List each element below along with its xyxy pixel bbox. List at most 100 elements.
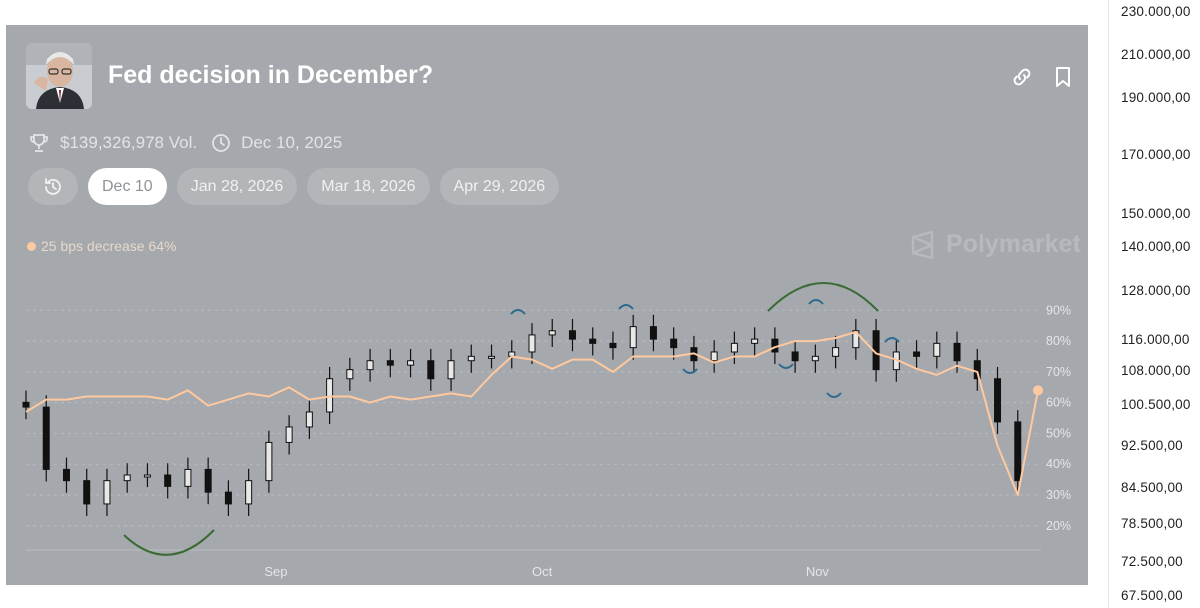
history-tab[interactable] [28, 168, 78, 205]
candle [649, 314, 657, 352]
candle [488, 344, 496, 369]
candle [811, 344, 819, 373]
candle [143, 463, 151, 488]
candle [42, 395, 50, 482]
pattern-curve-bottom [123, 529, 215, 556]
candle [366, 348, 374, 382]
btc-tick-label: 92.500,00 [1121, 438, 1183, 453]
candle [973, 348, 981, 391]
btc-tick-label: 170.000,00 [1121, 147, 1191, 162]
btc-tick-label: 108.000,00 [1121, 363, 1191, 378]
candle [913, 340, 921, 369]
candle [609, 331, 617, 360]
probability-line [25, 330, 1039, 496]
candle [245, 468, 253, 517]
pct-tick-label: 20% [1046, 519, 1071, 533]
brand-name: Polymarket [946, 230, 1081, 258]
chart-legend: 25 bps decrease 64% [27, 238, 176, 254]
candle [123, 463, 131, 493]
volume-text: $139,326,978 Vol. [60, 133, 198, 152]
pct-tick-label: 80% [1046, 334, 1071, 348]
candle [346, 357, 354, 391]
month-tick-label: Nov [806, 564, 830, 579]
marker-arc [808, 299, 824, 305]
pct-tick-label: 50% [1046, 426, 1071, 440]
link-icon[interactable] [1010, 65, 1034, 89]
btc-tick-label: 100.500,00 [1121, 397, 1191, 412]
trophy-icon [30, 134, 48, 152]
candle [629, 314, 637, 360]
btc-tick-label: 140.000,00 [1121, 239, 1191, 254]
btc-tick-label: 67.500,00 [1121, 588, 1183, 603]
candle [1014, 410, 1022, 493]
btc-tick-label: 116.000,00 [1121, 332, 1190, 347]
btc-candles [22, 314, 1022, 517]
candle [386, 348, 394, 378]
pct-tick-label: 70% [1046, 365, 1071, 379]
btc-tick-label: 230.000,00 [1121, 4, 1191, 19]
month-tick-label: Oct [532, 564, 553, 579]
chart-area: 20% 30% 40% 50% 60% 70% 80% 90% Sep Oct Nov [22, 282, 1071, 579]
candle [528, 323, 536, 365]
clock-icon [212, 134, 230, 152]
pct-tick-label: 40% [1046, 457, 1071, 471]
candle [184, 457, 192, 499]
marker-arc [778, 363, 794, 369]
month-tick-label: Sep [264, 564, 287, 579]
bookmark-icon[interactable] [1051, 65, 1075, 89]
candle [832, 335, 840, 369]
candle [164, 463, 172, 499]
candle [447, 348, 455, 391]
end-date-text: Dec 10, 2025 [241, 133, 343, 152]
candle [710, 340, 718, 373]
btc-tick-label: 72.500,00 [1121, 554, 1183, 569]
tab-apr-29-2026[interactable]: Apr 29, 2026 [439, 168, 560, 205]
volume-stat: $139,326,978 Vol. [28, 132, 197, 154]
page-title: Fed decision in December? [108, 61, 434, 89]
candle [589, 327, 597, 356]
btc-tick-label: 210.000,00 [1121, 47, 1191, 62]
candle [305, 400, 313, 440]
marker-arc [682, 368, 698, 374]
candle [427, 348, 435, 391]
legend-label: 25 bps decrease 64% [41, 238, 177, 254]
date-tabs: Dec 10 Jan 28, 2026 Mar 18, 2026 Apr 29,… [28, 168, 569, 205]
marker-arc [510, 309, 526, 315]
tab-dec-10[interactable]: Dec 10 [88, 168, 167, 205]
candle [204, 457, 212, 505]
history-icon [45, 177, 61, 195]
pct-tick-label: 60% [1046, 396, 1071, 410]
candle [407, 348, 415, 378]
candle [508, 340, 516, 369]
btc-price-axis: 230.000,00 210.000,00 190.000,00 170.000,00… [1108, 0, 1200, 608]
portrait-photo-icon [26, 43, 92, 109]
probability-endpoint [1033, 385, 1043, 396]
candle [285, 415, 293, 455]
candle [933, 331, 941, 369]
btc-tick-label: 84.500,00 [1121, 480, 1183, 495]
candle [22, 390, 30, 420]
candle [751, 327, 759, 356]
candle [265, 430, 273, 493]
candle [103, 468, 111, 517]
marker-arc [618, 304, 634, 310]
candle [548, 318, 556, 348]
candle [224, 480, 232, 517]
candle [791, 340, 799, 373]
candle [62, 457, 70, 493]
tab-jan-28-2026[interactable]: Jan 28, 2026 [176, 168, 298, 205]
market-panel: Fed decision in December? $139,326,97 [6, 25, 1088, 585]
market-meta: $139,326,978 Vol. Dec 10, 2025 [28, 131, 356, 155]
market-avatar [26, 43, 92, 109]
candle [730, 331, 738, 365]
candle [83, 468, 91, 517]
candle [852, 318, 860, 360]
tab-mar-18-2026[interactable]: Mar 18, 2026 [307, 168, 430, 205]
pattern-curve-top [767, 282, 879, 312]
candle [467, 344, 475, 373]
polymarket-logo-icon [911, 230, 934, 259]
end-date-stat: Dec 10, 2025 [211, 133, 342, 153]
marker-arc [826, 392, 842, 398]
btc-tick-label: 128.000,00 [1121, 283, 1191, 298]
btc-tick-label: 78.500,00 [1121, 516, 1183, 531]
